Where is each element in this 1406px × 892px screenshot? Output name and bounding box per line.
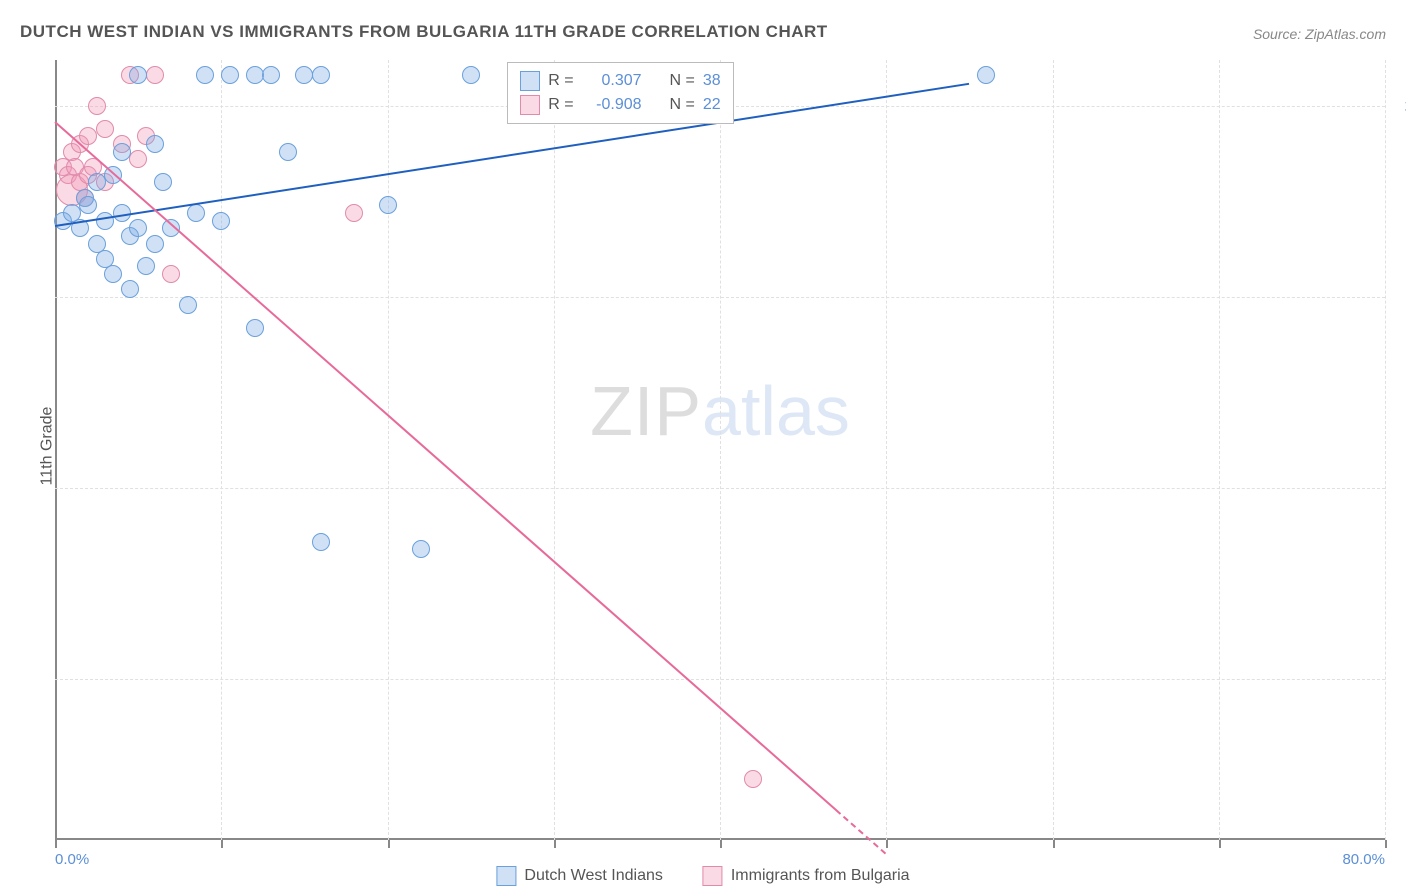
gridline-vertical <box>886 60 887 840</box>
x-tick-mark <box>1385 840 1387 848</box>
scatter-point <box>104 265 122 283</box>
stats-legend-row: R = -0.908 N = 22 <box>520 93 720 117</box>
scatter-point <box>96 120 114 138</box>
scatter-point <box>246 319 264 337</box>
n-label: N = <box>670 69 695 93</box>
scatter-point <box>295 66 313 84</box>
watermark-atlas: atlas <box>702 372 850 450</box>
legend-swatch <box>520 71 540 91</box>
scatter-point <box>246 66 264 84</box>
scatter-point <box>345 204 363 222</box>
x-tick-label: 0.0% <box>55 851 89 868</box>
scatter-point <box>312 533 330 551</box>
stats-legend: R = 0.307 N = 38 R = -0.908 N = 22 <box>507 62 733 124</box>
y-axis-line <box>55 60 57 840</box>
scatter-point <box>146 135 164 153</box>
scatter-point <box>196 66 214 84</box>
gridline-vertical <box>1385 60 1386 840</box>
plot-area: ZIPatlas 62.5%75.0%87.5%100.0%0.0%80.0%R… <box>55 60 1385 840</box>
scatter-point <box>379 196 397 214</box>
y-tick-label: 75.0% <box>1395 480 1406 497</box>
source-attribution: Source: ZipAtlas.com <box>1253 26 1386 42</box>
x-tick-mark <box>720 840 722 848</box>
scatter-point <box>129 219 147 237</box>
scatter-point <box>96 212 114 230</box>
scatter-point <box>129 150 147 168</box>
gridline-vertical <box>388 60 389 840</box>
y-axis-label: 11th Grade <box>38 407 56 486</box>
y-tick-label: 87.5% <box>1395 289 1406 306</box>
gridline-vertical <box>720 60 721 840</box>
legend-swatch <box>496 866 516 886</box>
x-tick-mark <box>1219 840 1221 848</box>
x-tick-mark <box>221 840 223 848</box>
gridline-vertical <box>554 60 555 840</box>
gridline-vertical <box>1053 60 1054 840</box>
scatter-point <box>146 66 164 84</box>
y-tick-label: 100.0% <box>1395 97 1406 114</box>
scatter-point <box>146 235 164 253</box>
n-value: 38 <box>703 69 721 93</box>
x-tick-mark <box>886 840 888 848</box>
scatter-point <box>312 66 330 84</box>
chart-title: DUTCH WEST INDIAN VS IMMIGRANTS FROM BUL… <box>20 22 828 42</box>
bottom-legend: Dutch West Indians Immigrants from Bulgar… <box>496 866 909 886</box>
watermark-zip: ZIP <box>590 372 702 450</box>
legend-label: Dutch West Indians <box>524 867 662 885</box>
gridline-vertical <box>1219 60 1220 840</box>
scatter-point <box>221 66 239 84</box>
scatter-point <box>121 280 139 298</box>
n-value: 22 <box>703 93 721 117</box>
legend-swatch <box>703 866 723 886</box>
n-label: N = <box>670 93 695 117</box>
legend-label: Immigrants from Bulgaria <box>731 867 910 885</box>
r-label: R = <box>548 93 573 117</box>
x-tick-mark <box>1053 840 1055 848</box>
scatter-point <box>977 66 995 84</box>
y-tick-label: 62.5% <box>1395 671 1406 688</box>
scatter-point <box>279 143 297 161</box>
scatter-point <box>462 66 480 84</box>
scatter-point <box>187 204 205 222</box>
legend-item: Immigrants from Bulgaria <box>703 866 910 886</box>
trend-line <box>836 810 887 855</box>
scatter-point <box>744 770 762 788</box>
r-value: -0.908 <box>582 93 642 117</box>
legend-item: Dutch West Indians <box>496 866 662 886</box>
scatter-point <box>179 296 197 314</box>
scatter-point <box>162 265 180 283</box>
scatter-point <box>212 212 230 230</box>
r-label: R = <box>548 69 573 93</box>
legend-swatch <box>520 95 540 115</box>
x-tick-mark <box>554 840 556 848</box>
scatter-point <box>113 143 131 161</box>
r-value: 0.307 <box>582 69 642 93</box>
stats-legend-row: R = 0.307 N = 38 <box>520 69 720 93</box>
x-tick-mark <box>55 840 57 848</box>
scatter-point <box>129 66 147 84</box>
x-tick-label: 80.0% <box>1342 851 1385 868</box>
scatter-point <box>262 66 280 84</box>
gridline-vertical <box>221 60 222 840</box>
scatter-point <box>154 173 172 191</box>
x-tick-mark <box>388 840 390 848</box>
scatter-point <box>79 127 97 145</box>
scatter-point <box>412 540 430 558</box>
scatter-point <box>137 257 155 275</box>
scatter-point <box>88 173 106 191</box>
scatter-point <box>79 196 97 214</box>
scatter-point <box>88 97 106 115</box>
